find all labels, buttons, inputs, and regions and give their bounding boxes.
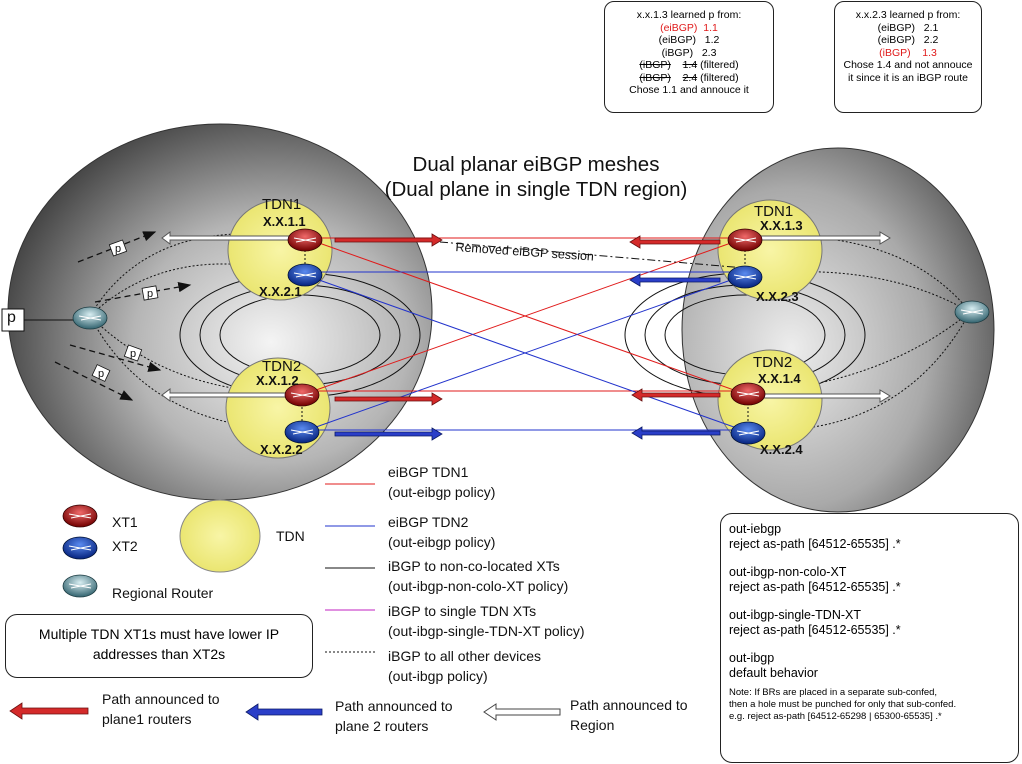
legend-line-eibgp-tdn1: eiBGP TDN1 (out-eibgp policy) bbox=[388, 464, 496, 500]
svg-text:p: p bbox=[130, 348, 136, 360]
legend-line-eibgp-tdn2: eiBGP TDN2 (out-eibgp policy) bbox=[388, 514, 496, 550]
region-arrows bbox=[161, 231, 891, 403]
removed-session-line bbox=[439, 241, 746, 269]
legend-regional-icon bbox=[62, 574, 98, 598]
legend-line-ibgp-non-colo: iBGP to non-co-located XTs (out-ibgp-non-… bbox=[388, 558, 569, 594]
legend-tdn-label: TDN bbox=[276, 528, 305, 544]
learn-box-2-footer-2: it since it is an iBGP route bbox=[847, 71, 969, 84]
router-label-x-x-2-1: X.X.2.1 bbox=[259, 284, 302, 299]
plane2-arrows bbox=[334, 273, 721, 441]
router-xt2-224 bbox=[730, 421, 766, 445]
prefix-label: p bbox=[7, 309, 16, 326]
right-region bbox=[681, 147, 995, 513]
svg-text:p: p bbox=[115, 243, 121, 255]
policy-3-rule: reject as-path [64512-65535] .* bbox=[729, 623, 901, 637]
router-label-x-x-1-4: X.X.1.4 bbox=[758, 371, 801, 386]
legend-tdn-icon bbox=[179, 499, 261, 573]
legend-path-plane2: Path announced to plane 2 routers bbox=[335, 698, 453, 734]
policy-note: Note: If BRs are placed in a separate su… bbox=[729, 687, 957, 722]
policy-4-name: out-ibgp bbox=[729, 651, 775, 665]
learn-box-1-row: (eiBGP) 1.2 bbox=[658, 34, 720, 46]
router-label-x-x-1-1: X.X.1.1 bbox=[263, 214, 306, 229]
learn-box-2-row: (eiBGP) 2.1 bbox=[877, 21, 939, 34]
legend-xt1-icon bbox=[62, 504, 98, 528]
learn-box-2-heading: x.x.2.3 learned p from: bbox=[855, 9, 961, 21]
learn-box-1-row: (iBGP) 2.3 bbox=[661, 46, 717, 59]
policy-1-rule: reject as-path [64512-65535] .* bbox=[729, 537, 901, 551]
learn-box-1-footer: Chose 1.1 and annouce it bbox=[629, 84, 749, 96]
router-xt2-223 bbox=[727, 265, 763, 289]
legend-plane1-arrow bbox=[9, 702, 89, 720]
router-xt1-112 bbox=[284, 383, 320, 407]
regional-router-right bbox=[954, 300, 990, 324]
router-label-x-x-2-4: X.X.2.4 bbox=[760, 442, 803, 457]
legend-line-ibgp-single-tdn: iBGP to single TDN XTs (out-ibgp-single-T… bbox=[388, 603, 585, 639]
learn-box-2-footer-1: Chose 1.4 and not annouce bbox=[843, 59, 973, 71]
router-label-x-x-1-3: X.X.1.3 bbox=[760, 218, 803, 233]
policy-3-name: out-ibgp-single-TDN-XT bbox=[729, 608, 861, 622]
prefix-tag-letters: p p p p bbox=[98, 243, 153, 380]
router-xt1-114 bbox=[730, 382, 766, 406]
diagram-title: Dual planar eiBGP meshes (Dual plane in … bbox=[346, 152, 726, 202]
router-label-x-x-2-2: X.X.2.2 bbox=[260, 442, 303, 457]
eibgp-tdn2-lines bbox=[301, 271, 749, 433]
tdn1-right-label: TDN1 bbox=[754, 203, 794, 220]
plane1-arrows bbox=[334, 233, 721, 406]
router-label-x-x-1-2: X.X.1.2 bbox=[256, 373, 299, 388]
router-xt1-113 bbox=[727, 228, 763, 252]
svg-text:p: p bbox=[147, 288, 153, 300]
policy-4-rule: default behavior bbox=[729, 666, 818, 680]
tdn2-left-label: TDN2 bbox=[262, 358, 302, 375]
tdn2-right-label: TDN2 bbox=[753, 354, 793, 371]
legend-line-ibgp-all: iBGP to all other devices (out-ibgp polic… bbox=[388, 648, 542, 684]
svg-text:p: p bbox=[98, 368, 104, 380]
learn-box-2-row: (iBGP) 1.3 bbox=[879, 46, 937, 59]
legend-xt1-label: XT1 bbox=[112, 514, 138, 530]
learn-box-x-x-1-3: x.x.1.3 learned p from: (eiBGP) 1.1 (eiB… bbox=[604, 1, 774, 113]
legend-path-region: Path announced to Region bbox=[570, 697, 688, 733]
policy-2-rule: reject as-path [64512-65535] .* bbox=[729, 580, 901, 594]
legend-line-samples bbox=[325, 483, 375, 653]
router-label-x-x-2-3: X.X.2.3 bbox=[756, 289, 799, 304]
policy-1-name: out-iebgp bbox=[729, 522, 782, 536]
router-xt2-221 bbox=[287, 263, 323, 287]
prefix-tags bbox=[91, 239, 159, 382]
legend-region-arrow bbox=[483, 703, 561, 721]
title-line-2: (Dual plane in single TDN region) bbox=[384, 178, 688, 201]
policy-2-name: out-ibgp-non-colo-XT bbox=[729, 565, 847, 579]
learn-box-2-row: (eiBGP) 2.2 bbox=[877, 34, 939, 46]
note-box: Multiple TDN XT1s must have lower IP add… bbox=[5, 614, 313, 678]
learn-box-1-heading: x.x.1.3 learned p from: bbox=[636, 9, 742, 21]
legend-regional-label: Regional Router bbox=[112, 585, 214, 601]
router-xt1-111 bbox=[287, 228, 323, 252]
learn-box-1-row: (eiBGP) 1.1 bbox=[660, 21, 718, 34]
title-line-1: Dual planar eiBGP meshes bbox=[412, 153, 660, 176]
learn-box-x-x-2-3: x.x.2.3 learned p from: (eiBGP) 2.1 (eiB… bbox=[834, 1, 982, 113]
learn-box-1-row: (iBGP) 2.4 (filtered) bbox=[639, 71, 739, 84]
policy-box: out-iebgp reject as-path [64512-65535] .… bbox=[720, 513, 1019, 763]
legend-path-plane1: Path announced to plane1 routers bbox=[102, 691, 220, 727]
legend-plane2-arrow bbox=[245, 703, 323, 721]
tdn1-left-label: TDN1 bbox=[262, 196, 302, 213]
note-text: Multiple TDN XT1s must have lower IP add… bbox=[38, 626, 280, 662]
regional-router-left bbox=[72, 306, 108, 330]
left-dotted-arcs bbox=[89, 233, 301, 431]
router-xt2-222 bbox=[284, 420, 320, 444]
legend-xt2-icon bbox=[62, 536, 98, 560]
legend-xt2-label: XT2 bbox=[112, 538, 138, 554]
learn-box-1-row: (iBGP) 1.4 (filtered) bbox=[639, 59, 739, 71]
